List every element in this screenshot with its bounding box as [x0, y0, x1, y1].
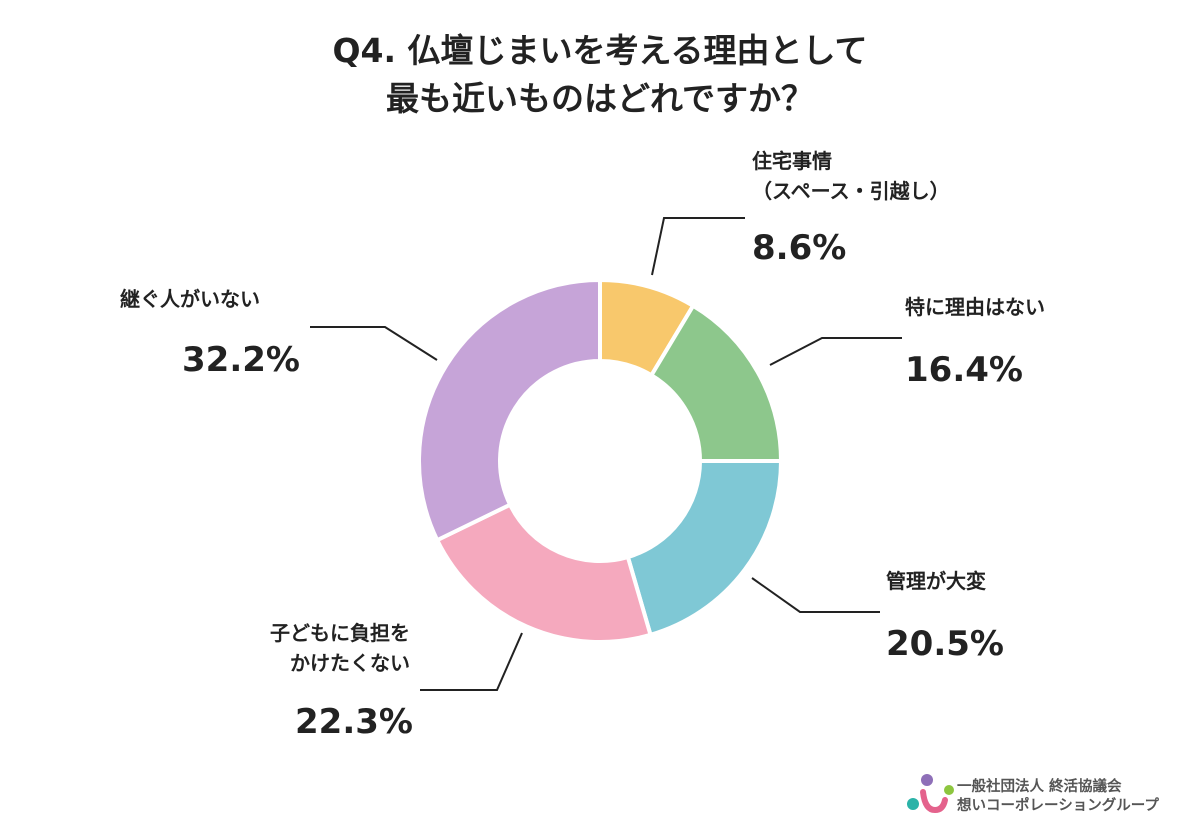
slice-label-children-burden: 子どもに負担を かけたくない: [270, 618, 410, 678]
slice-value-management: 20.5%: [886, 624, 1004, 664]
slice-label-no-reason: 特に理由はない: [905, 295, 1045, 319]
logo-text-line-1: 一般社団法人 終活協議会: [957, 779, 1122, 795]
label-line: （スペース・引越し）: [752, 179, 950, 203]
slice-label-management: 管理が大変: [886, 569, 986, 593]
leader-line-management: [751, 577, 880, 613]
donut-slice-children-burden: [434, 502, 653, 644]
donut-slice-management: [625, 459, 784, 638]
leader-line-housing: [651, 217, 745, 276]
leader-line-children-burden: [420, 632, 523, 691]
label-line: 住宅事情: [752, 149, 832, 173]
leader-line-no-reason: [769, 337, 902, 366]
logo-text-line-2: 想いコーポレーショングループ: [957, 798, 1159, 814]
chart-title-line-1: Q4. 仏壇じまいを考える理由として: [332, 31, 868, 70]
slice-value-housing: 8.6%: [752, 228, 847, 268]
label-line: かけたくない: [290, 651, 410, 675]
leader-line-no-successor: [310, 326, 438, 361]
slice-value-no-reason: 16.4%: [905, 350, 1023, 390]
logo-mark-icon: [907, 774, 954, 814]
slice-label-housing: 住宅事情 （スペース・引越し）: [752, 146, 950, 206]
slice-value-no-successor: 32.2%: [182, 340, 300, 380]
slice-label-no-successor: 継ぐ人がいない: [120, 287, 260, 311]
label-line: 子どもに負担を: [270, 621, 410, 645]
slice-value-children-burden: 22.3%: [295, 702, 413, 742]
chart-title-line-2: 最も近いものはどれですか？: [385, 79, 814, 118]
donut-slice-no-successor: [417, 277, 602, 543]
